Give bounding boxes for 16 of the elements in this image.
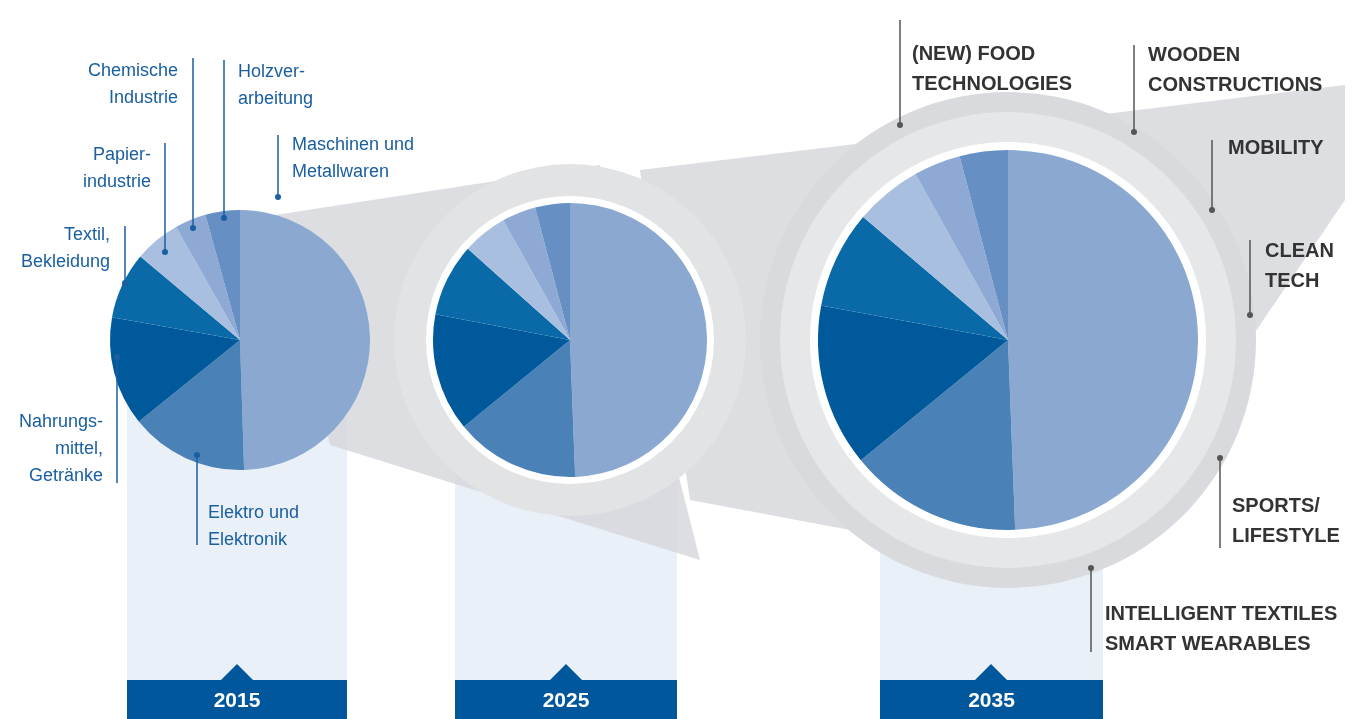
text: MOBILITY <box>1228 136 1325 158</box>
slice-label: Papier- industrie <box>82 144 151 191</box>
slice-label: Textil, Bekleidung <box>20 224 110 271</box>
text: 2035 <box>880 680 1103 719</box>
text: 2015 <box>127 680 347 719</box>
text: 2025 <box>455 680 677 719</box>
text: CLEAN TECH <box>1265 239 1334 291</box>
slice-label: Nahrungs- mittel, Getränke <box>18 411 103 485</box>
text: SPORTS/ LIFESTYLE <box>1232 494 1340 546</box>
slice-label: Chemische Industrie <box>87 60 178 107</box>
slice-label: Holzver- arbeitung <box>238 61 314 108</box>
slice-label: Maschinen und Metallwaren <box>292 134 415 181</box>
text: INTELLIGENT TEXTILES SMART WEARABLES <box>1105 602 1338 654</box>
text: (NEW) FOOD TECHNOLOGIES <box>912 42 1073 94</box>
slice-label: Elektro und Elektronik <box>208 502 300 549</box>
text: WOODEN CONSTRUCTIONS <box>1148 43 1323 95</box>
